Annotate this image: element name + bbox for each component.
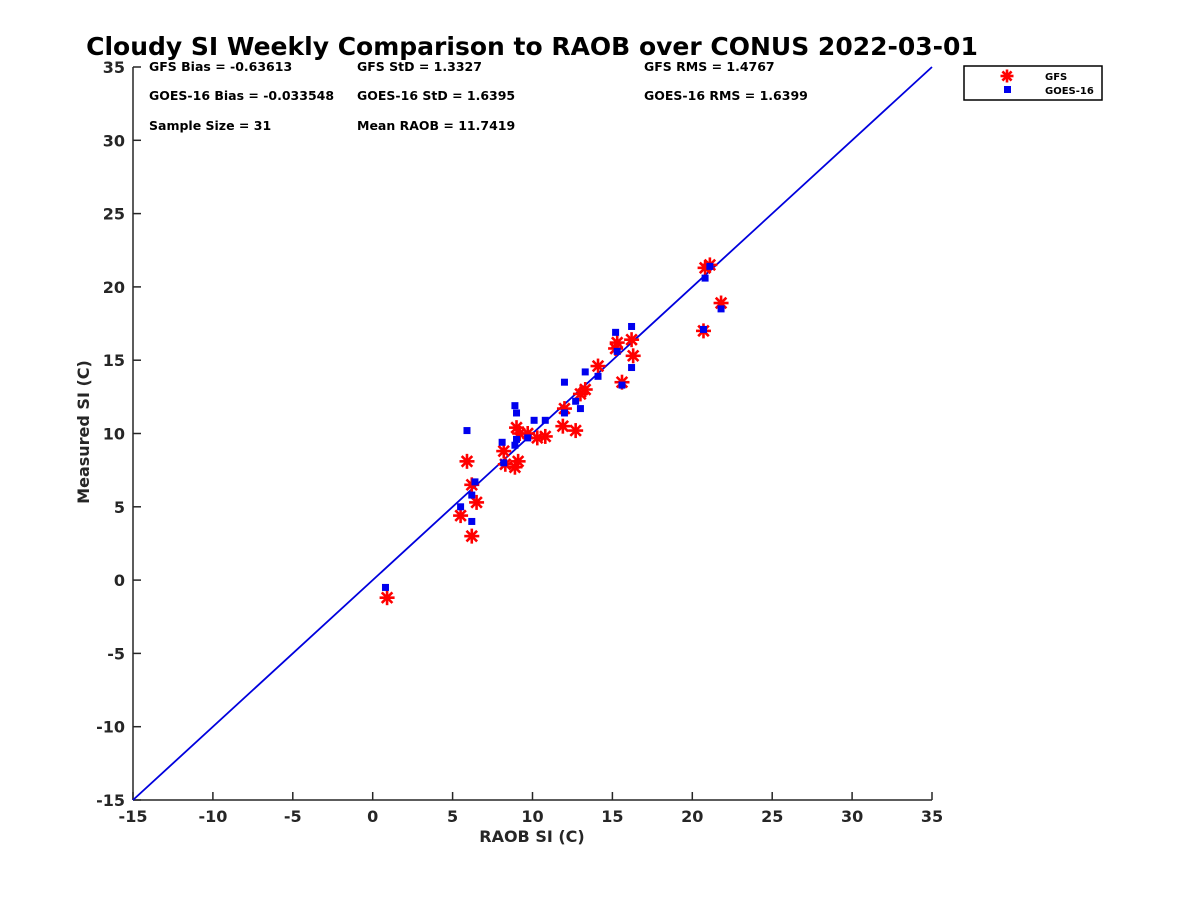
legend-gfs-label: GFS xyxy=(1045,72,1067,83)
gfs-point xyxy=(590,358,606,374)
gfs-point xyxy=(568,423,584,439)
gfs-point xyxy=(625,348,641,364)
goes16-point xyxy=(581,368,589,376)
goes16-point xyxy=(560,378,568,386)
legend-gfs-asterisk xyxy=(1000,69,1014,83)
goes16-point xyxy=(701,274,709,282)
stat-gfs-std: GFS StD = 1.3327 xyxy=(357,59,482,74)
gfs-point xyxy=(537,428,553,444)
stat-mean-raob: Mean RAOB = 11.7419 xyxy=(357,118,515,133)
x-tick-label: 10 xyxy=(521,807,543,826)
goes16-point xyxy=(511,441,519,449)
statistics-block: GFS Bias = -0.63613 GFS StD = 1.3327 GFS… xyxy=(149,59,808,133)
goes16-point xyxy=(381,583,389,591)
series-goes16 xyxy=(381,262,725,591)
y-tick-label: -5 xyxy=(107,644,125,663)
y-tick-label: -15 xyxy=(96,791,125,810)
goes16-point xyxy=(628,364,636,372)
x-tick-label: 20 xyxy=(681,807,703,826)
gfs-point xyxy=(459,453,475,469)
stat-sample-size: Sample Size = 31 xyxy=(149,118,271,133)
goes16-point xyxy=(530,416,538,424)
gfs-point xyxy=(555,418,571,434)
gfs-point xyxy=(469,494,485,510)
stat-gfs-bias: GFS Bias = -0.63613 xyxy=(149,59,292,74)
gfs-point xyxy=(609,335,625,351)
goes16-point xyxy=(576,405,584,413)
goes16-point xyxy=(699,325,707,333)
x-axis-label: RAOB SI (C) xyxy=(479,827,584,846)
chart-title: Cloudy SI Weekly Comparison to RAOB over… xyxy=(86,32,978,61)
x-tick-label: 30 xyxy=(841,807,863,826)
stat-goes-bias: GOES-16 Bias = -0.033548 xyxy=(149,88,334,103)
y-tick-label: -10 xyxy=(96,718,125,737)
legend-gfs-marker xyxy=(1000,69,1014,83)
gfs-point xyxy=(529,430,545,446)
gfs-point xyxy=(379,590,395,606)
series-gfs xyxy=(379,257,729,606)
gfs-point xyxy=(453,508,469,524)
goes16-point xyxy=(612,328,620,336)
goes16-point xyxy=(457,503,465,511)
x-tick-label: 25 xyxy=(761,807,783,826)
goes16-point xyxy=(706,262,714,270)
data-marks xyxy=(379,257,729,606)
goes16-point xyxy=(628,322,636,330)
legend-goes-marker xyxy=(1004,86,1011,93)
goes16-point xyxy=(500,459,508,467)
goes16-point xyxy=(513,409,521,417)
gfs-point xyxy=(464,528,480,544)
goes16-point xyxy=(468,491,476,499)
goes16-point xyxy=(498,438,506,446)
y-tick-label: 5 xyxy=(114,498,125,517)
goes16-point xyxy=(511,402,519,410)
x-tick-label: 15 xyxy=(601,807,623,826)
goes16-point xyxy=(560,409,568,417)
goes16-point xyxy=(572,397,580,405)
goes16-point xyxy=(717,305,725,313)
y-tick-label: 25 xyxy=(103,205,125,224)
goes16-point xyxy=(468,517,476,525)
gfs-point xyxy=(577,382,593,398)
x-tick-label: 35 xyxy=(921,807,943,826)
x-tick-label: 5 xyxy=(447,807,458,826)
goes16-point xyxy=(463,427,471,435)
y-tick-label: 10 xyxy=(103,425,125,444)
gfs-point xyxy=(496,443,512,459)
goes16-point xyxy=(524,434,532,442)
y-tick-label: 20 xyxy=(103,278,125,297)
goes16-point xyxy=(618,381,626,389)
y-tick-label: 35 xyxy=(103,58,125,77)
legend-goes-label: GOES-16 xyxy=(1045,86,1094,97)
goes16-point xyxy=(613,347,621,355)
stat-goes-rms: GOES-16 RMS = 1.6399 xyxy=(644,88,808,103)
stat-gfs-rms: GFS RMS = 1.4767 xyxy=(644,59,775,74)
goes16-point xyxy=(594,372,602,380)
gfs-point xyxy=(624,332,640,348)
y-axis-label: Measured SI (C) xyxy=(74,360,93,504)
x-tick-label: -10 xyxy=(198,807,227,826)
gfs-point xyxy=(510,453,526,469)
goes16-point xyxy=(471,478,479,486)
legend-box xyxy=(963,65,1103,101)
stat-goes-std: GOES-16 StD = 1.6395 xyxy=(357,88,515,103)
y-tick-label: 15 xyxy=(103,351,125,370)
y-tick-label: 0 xyxy=(114,571,125,590)
x-tick-label: -5 xyxy=(284,807,302,826)
goes16-point xyxy=(513,435,521,443)
x-tick-label: 0 xyxy=(367,807,378,826)
goes16-point xyxy=(541,416,549,424)
y-tick-label: 30 xyxy=(103,131,125,150)
legend: GFS GOES-16 xyxy=(963,65,1103,101)
x-tick-label: -15 xyxy=(119,807,148,826)
axes: -15 -10 -5 0 5 10 15 20 25 30 35 -15 -10 -5 0 5 10 15 20 25… xyxy=(96,58,943,826)
